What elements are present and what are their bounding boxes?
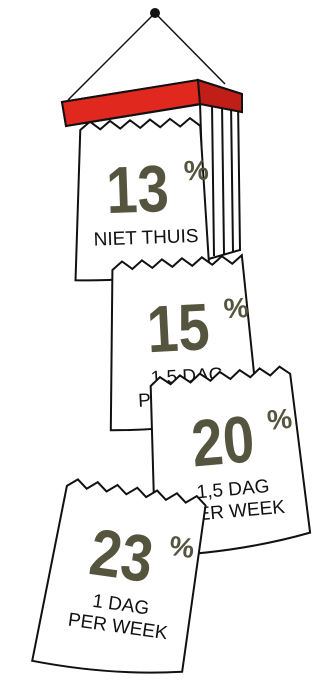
- calendar-page: 13% NIET THUIS: [70, 118, 212, 282]
- calendar-infographic: 13%NIET THUIS15%1,5 DAGPER WEEK20%1,5 DA…: [0, 0, 315, 683]
- percentage-unit: %: [266, 403, 294, 436]
- percentage-number: 13: [105, 152, 170, 227]
- percentage-unit: %: [183, 155, 209, 187]
- percentage-number: 23: [86, 515, 158, 596]
- percentage-number: 15: [145, 290, 211, 366]
- page-label: NIET THUIS: [93, 226, 199, 251]
- percentage-unit: %: [223, 292, 250, 324]
- percentage-unit: %: [167, 530, 196, 564]
- percentage-number: 20: [189, 402, 258, 480]
